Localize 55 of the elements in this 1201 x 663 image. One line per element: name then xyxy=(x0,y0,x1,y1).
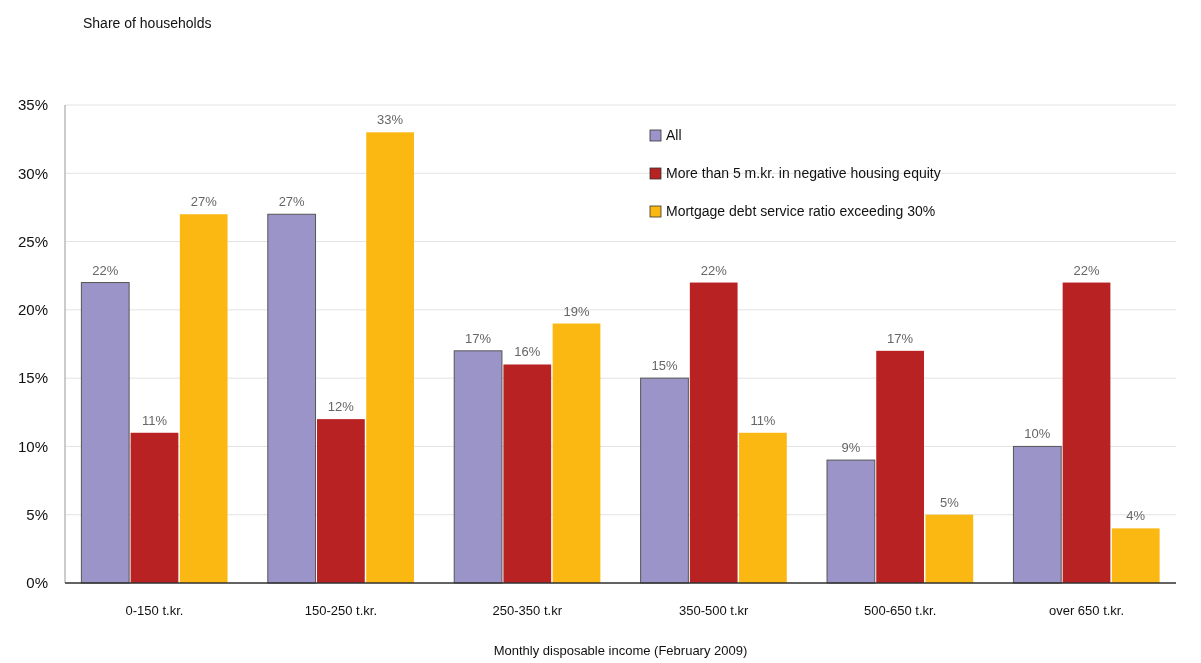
bar xyxy=(1111,528,1160,583)
data-label: 11% xyxy=(750,412,776,428)
y-tick-label: 5% xyxy=(26,505,48,523)
data-label: 5% xyxy=(939,494,960,510)
y-tick-label: 15% xyxy=(17,369,48,387)
x-tick-label: 250-350 t.kr xyxy=(492,603,563,618)
y-tick-label: 30% xyxy=(17,164,48,182)
data-label: 22% xyxy=(700,262,728,278)
bar xyxy=(179,214,228,583)
bar xyxy=(130,432,179,583)
bar xyxy=(876,350,924,583)
data-label: 22% xyxy=(92,262,119,278)
data-label: 27% xyxy=(190,194,218,210)
data-label: 15% xyxy=(651,358,678,374)
legend-label: More than 5 m.kr. in negative housing equity xyxy=(666,165,941,181)
bar xyxy=(640,377,689,584)
bar xyxy=(366,132,414,583)
y-tick-label: 0% xyxy=(26,574,48,592)
x-tick-label: 500-650 t.kr. xyxy=(863,603,937,618)
bar xyxy=(317,419,365,583)
data-label: 17% xyxy=(465,330,492,346)
data-label: 33% xyxy=(377,112,404,128)
x-axis-title: Monthly disposable income (February 2009) xyxy=(493,643,748,658)
legend-label: All xyxy=(666,127,682,143)
bar xyxy=(552,323,601,583)
y-tick-label: 35% xyxy=(17,96,48,114)
bar xyxy=(503,364,552,583)
x-tick-label: over 650 t.kr. xyxy=(1048,603,1125,618)
bar xyxy=(1012,445,1062,584)
legend-label: Mortgage debt service ratio exceeding 30% xyxy=(666,203,936,219)
data-label: 16% xyxy=(514,344,541,360)
bar xyxy=(925,514,974,583)
y-axis-title: Share of households xyxy=(83,15,212,31)
data-label: 12% xyxy=(327,399,355,415)
data-label: 4% xyxy=(1126,508,1146,524)
bar xyxy=(689,282,738,583)
data-label: 10% xyxy=(1024,426,1051,442)
data-label: 17% xyxy=(887,330,914,346)
y-tick-label: 25% xyxy=(17,232,48,250)
x-tick-label: 0-150 t.kr. xyxy=(125,603,184,618)
y-tick-label: 10% xyxy=(17,437,48,455)
bar xyxy=(80,282,130,584)
bar xyxy=(739,432,787,583)
y-tick-label: 20% xyxy=(17,301,48,319)
data-label: 9% xyxy=(841,440,861,456)
bar xyxy=(267,213,317,584)
bar xyxy=(826,459,876,584)
data-label: 19% xyxy=(563,303,590,319)
bar xyxy=(1062,282,1111,583)
x-tick-label: 350-500 t.kr xyxy=(679,603,750,618)
data-label: 22% xyxy=(1073,262,1100,278)
bar xyxy=(453,350,503,584)
x-tick-label: 150-250 t.kr. xyxy=(304,603,378,618)
data-label: 11% xyxy=(141,412,168,428)
data-label: 27% xyxy=(278,194,306,210)
